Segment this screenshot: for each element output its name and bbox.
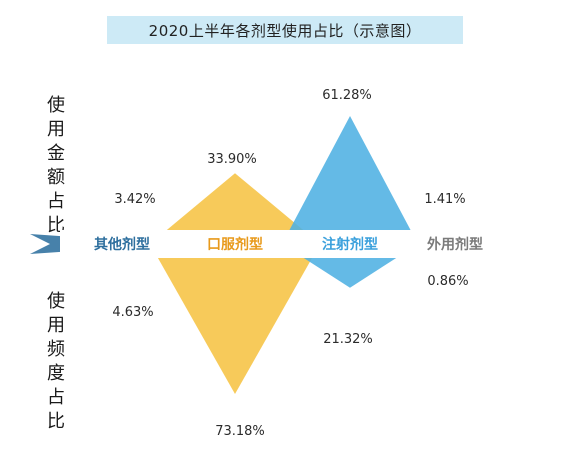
frequency-value-label-2: 73.18% [215, 424, 265, 439]
category-label-2: 口服剂型 [207, 236, 263, 253]
top-axis-label: 使用金额占比 [47, 95, 65, 236]
triangle-amount-2 [150, 173, 320, 244]
bottom-axis-label: 使用频度占比 [47, 291, 65, 432]
frequency-value-label-3: 21.32% [323, 332, 373, 347]
amount-value-label-3: 61.28% [322, 88, 372, 103]
chart-title-box: 2020上半年各剂型使用占比（示意图） [107, 16, 463, 44]
category-label-1: 其他剂型 [94, 236, 150, 253]
label-band [60, 230, 530, 258]
triangle-frequency-2 [150, 244, 320, 394]
amount-value-label-4: 1.41% [424, 192, 465, 207]
category-label-4: 外用剂型 [427, 236, 483, 253]
amount-value-label-2: 33.90% [207, 152, 257, 167]
amount-value-label-1: 3.42% [114, 192, 155, 207]
frequency-value-label-1: 4.63% [112, 305, 153, 320]
frequency-value-label-4: 0.86% [427, 274, 468, 289]
category-label-3: 注射剂型 [322, 236, 378, 253]
triangle-amount-3 [282, 116, 418, 244]
chart-title: 2020上半年各剂型使用占比（示意图） [148, 21, 422, 40]
